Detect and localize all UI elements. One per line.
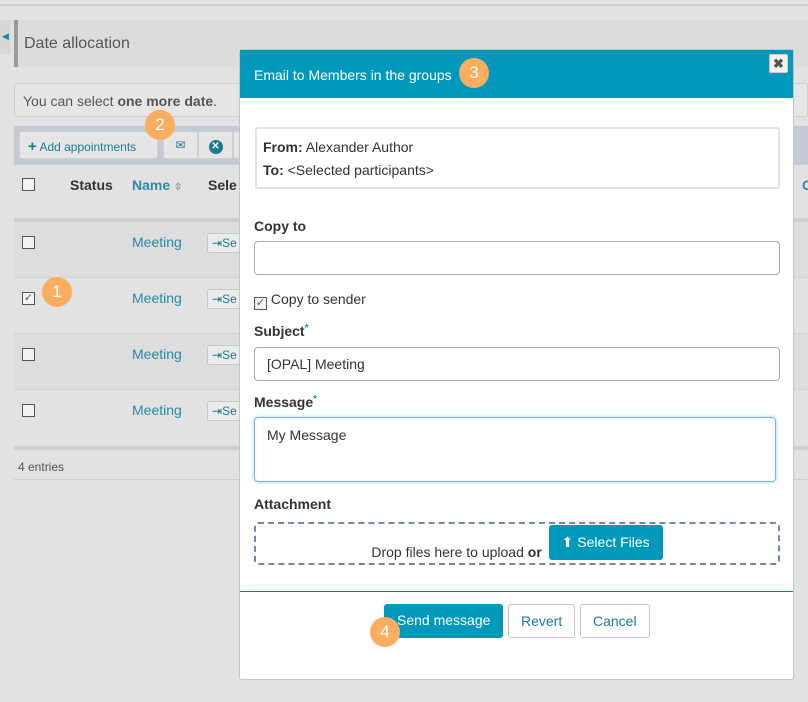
meeting-link[interactable]: Meeting bbox=[132, 402, 182, 418]
to-value: <Selected participants> bbox=[287, 162, 434, 178]
message-textarea[interactable]: My Message bbox=[254, 417, 776, 482]
select-label: Se bbox=[222, 236, 237, 250]
info-bold: one more date bbox=[117, 93, 214, 109]
envelope-icon: ✉ bbox=[175, 138, 186, 152]
column-last: C bbox=[802, 177, 808, 193]
attachment-label: Attachment bbox=[254, 496, 332, 512]
cancel-button[interactable]: Cancel bbox=[580, 604, 650, 638]
copy-to-sender-option[interactable]: ✓ Copy to sender bbox=[254, 291, 366, 310]
meeting-link[interactable]: Meeting bbox=[132, 290, 182, 306]
top-divider bbox=[0, 4, 808, 6]
upload-icon: ⬆ bbox=[561, 534, 574, 550]
table-row: Meeting ⇥Se bbox=[14, 390, 808, 446]
sender-recipient-box: From: Alexander Author To: <Selected par… bbox=[255, 127, 780, 189]
select-label: Se bbox=[222, 348, 237, 362]
delete-button[interactable]: ✕ bbox=[198, 131, 233, 159]
subject-input[interactable]: [OPAL] Meeting bbox=[254, 347, 780, 381]
file-dropzone[interactable]: Drop files here to upload or ⬆ Select Fi… bbox=[254, 522, 780, 565]
select-button[interactable]: ⇥Se bbox=[207, 345, 247, 365]
footer-divider bbox=[240, 591, 793, 592]
sign-in-icon: ⇥ bbox=[212, 348, 223, 362]
sign-in-icon: ⇥ bbox=[212, 292, 223, 306]
plus-icon: + bbox=[28, 138, 37, 155]
copy-to-sender-label: Copy to sender bbox=[270, 291, 366, 307]
revert-button[interactable]: Revert bbox=[508, 604, 576, 638]
column-name[interactable]: Name ⇳ bbox=[132, 177, 182, 193]
copy-to-input[interactable] bbox=[254, 241, 780, 275]
message-label-text: Message bbox=[254, 394, 314, 410]
sign-in-icon: ⇥ bbox=[212, 404, 223, 418]
collapse-sidebar-toggle[interactable]: ◀ bbox=[0, 20, 11, 54]
row-checkbox-checked[interactable]: ✓ bbox=[22, 292, 35, 305]
send-message-button[interactable]: Send message bbox=[384, 604, 504, 638]
required-mark: * bbox=[304, 323, 309, 334]
caret-left-icon: ◀ bbox=[2, 31, 9, 41]
drop-text: Drop files here to upload bbox=[371, 544, 524, 560]
add-appointments-button[interactable]: + Add appointments bbox=[19, 131, 158, 159]
message-label: Message* bbox=[254, 394, 317, 410]
info-suffix: . bbox=[213, 93, 218, 109]
add-appointments-label: Add appointments bbox=[39, 140, 137, 154]
copy-to-sender-checkbox[interactable]: ✓ bbox=[254, 297, 267, 310]
column-name-label: Name bbox=[132, 177, 171, 193]
step-badge-1: 1 bbox=[42, 277, 72, 307]
sort-icon: ⇳ bbox=[174, 182, 183, 193]
required-mark: * bbox=[313, 394, 318, 405]
from-label: From: bbox=[263, 139, 303, 155]
step-badge-3: 3 bbox=[459, 58, 489, 88]
row-checkbox[interactable] bbox=[22, 236, 35, 249]
close-icon: ✖ bbox=[773, 56, 784, 71]
select-button[interactable]: ⇥Se bbox=[207, 401, 247, 421]
select-label: Se bbox=[222, 404, 237, 418]
close-button[interactable]: ✖ bbox=[769, 54, 788, 73]
page-title: Date allocation bbox=[24, 35, 130, 52]
step-badge-4: 4 bbox=[370, 617, 400, 647]
subject-label: Subject* bbox=[254, 323, 308, 339]
copy-to-label: Copy to bbox=[254, 218, 307, 234]
email-dialog: Email to Members in the groups ✖ From: A… bbox=[239, 49, 794, 680]
select-label: Se bbox=[222, 292, 237, 306]
remove-circle-icon: ✕ bbox=[208, 140, 223, 154]
message-value: My Message bbox=[267, 427, 347, 443]
to-label: To: bbox=[263, 162, 284, 178]
meeting-link[interactable]: Meeting bbox=[132, 234, 182, 250]
row-checkbox[interactable] bbox=[22, 404, 35, 417]
sign-in-icon: ⇥ bbox=[212, 236, 223, 250]
select-button[interactable]: ⇥Se bbox=[207, 289, 247, 309]
from-value: Alexander Author bbox=[305, 139, 414, 155]
info-text: You can select bbox=[23, 93, 118, 109]
dialog-header: Email to Members in the groups ✖ bbox=[240, 50, 793, 98]
select-button[interactable]: ⇥Se bbox=[207, 233, 247, 253]
row-checkbox[interactable] bbox=[22, 348, 35, 361]
select-files-button[interactable]: ⬆ Select Files bbox=[548, 525, 663, 560]
dialog-title: Email to Members in the groups bbox=[254, 67, 452, 83]
meeting-link[interactable]: Meeting bbox=[132, 346, 182, 362]
column-select: Sele bbox=[208, 177, 237, 193]
select-files-label: Select Files bbox=[577, 534, 650, 550]
step-badge-2: 2 bbox=[145, 110, 175, 140]
select-all-checkbox[interactable] bbox=[22, 178, 35, 191]
or-text: or bbox=[527, 544, 542, 560]
email-button[interactable]: ✉ bbox=[163, 131, 198, 159]
column-status: Status bbox=[70, 177, 113, 193]
subject-label-text: Subject bbox=[254, 323, 305, 339]
